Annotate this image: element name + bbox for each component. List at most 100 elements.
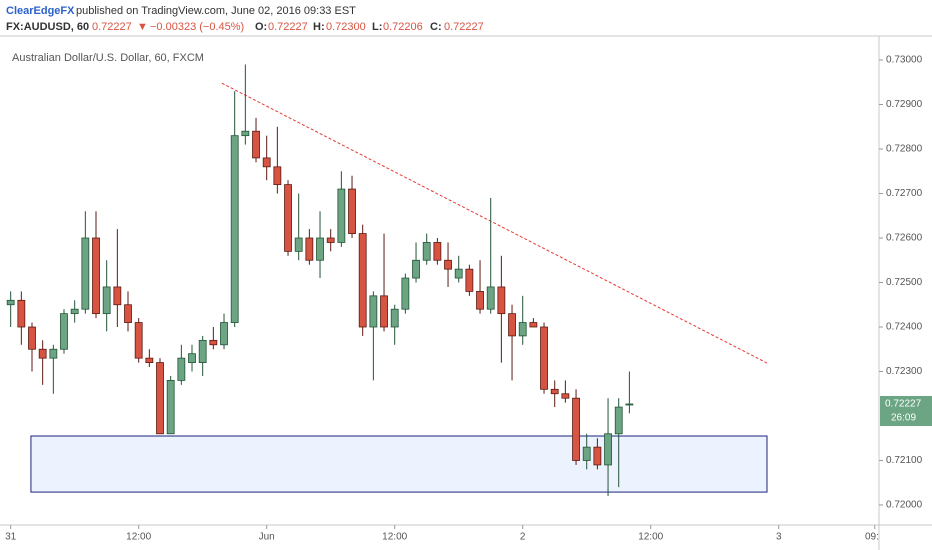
trend-line — [221, 82, 768, 364]
candle-body — [529, 322, 538, 328]
candle-body — [81, 237, 90, 310]
candle-body — [348, 188, 356, 234]
candle-body — [358, 233, 367, 328]
candle-body — [28, 326, 36, 350]
support-zone — [30, 435, 768, 493]
price: 0.72227 — [92, 21, 132, 33]
candle-body — [220, 322, 228, 346]
candle-body — [476, 291, 484, 310]
candle-body — [444, 259, 452, 270]
candle-body — [284, 184, 292, 252]
x-tick-label: 12:00 — [126, 532, 151, 543]
candle-body — [166, 379, 175, 435]
x-tick-label: 12:00 — [382, 532, 407, 543]
candle-body — [294, 237, 303, 252]
candle-body — [401, 277, 410, 310]
candle-body — [508, 313, 516, 337]
candle-body — [134, 322, 143, 359]
y-tick-label: 0.72800 — [886, 144, 923, 155]
candle-body — [198, 339, 207, 363]
candle-body — [550, 388, 559, 395]
x-tick-label: Jun — [259, 532, 275, 543]
candle-body — [390, 308, 399, 328]
x-tick-label: 09:0 — [865, 532, 885, 543]
candle-body — [412, 259, 420, 279]
byline: published on TradingView.com, June 02, 2… — [76, 5, 356, 17]
chart-title: Australian Dollar/U.S. Dollar, 60, FXCM — [12, 52, 204, 64]
x-tick-label: 3 — [776, 532, 782, 543]
candle-body — [273, 166, 282, 186]
y-tick-label: 0.72000 — [886, 500, 923, 511]
candle-body — [209, 339, 218, 346]
candle-body — [241, 130, 250, 137]
candle-body — [369, 295, 378, 328]
candle-body — [614, 406, 623, 435]
open-label: O: — [255, 21, 267, 33]
price-label: 0.72227 — [885, 399, 922, 410]
candle-body — [305, 237, 314, 261]
y-tick-label: 0.72900 — [886, 99, 923, 110]
candle-body — [433, 242, 442, 261]
candle-body — [102, 286, 111, 315]
x-tick-label: 31 — [5, 532, 17, 543]
candle-body — [625, 403, 634, 406]
symbol: FX:AUDUSD, 60 — [6, 21, 89, 33]
candle-body — [337, 188, 346, 243]
candle-body — [113, 286, 122, 306]
countdown: 26:09 — [891, 413, 916, 424]
candle-body — [49, 348, 58, 359]
y-tick-label: 0.72500 — [886, 277, 923, 288]
y-tick-label: 0.72400 — [886, 322, 923, 333]
candle-body — [454, 268, 463, 279]
candle-body — [145, 357, 154, 363]
candle-body — [60, 313, 68, 350]
y-tick-label: 0.72300 — [886, 366, 923, 377]
arrow: ▼ — [137, 21, 148, 33]
candle-body — [572, 397, 580, 461]
candle-body — [156, 362, 164, 435]
low-label: L: — [372, 21, 382, 33]
time-axis: 31 12:00 Jun 12:00 2 12:00 3 09:0 — [5, 525, 885, 543]
change: −0.00323 (−0.45%) — [150, 21, 244, 33]
candle-body — [540, 326, 548, 390]
y-tick-label: 0.72700 — [886, 188, 923, 199]
x-tick-label: 2 — [520, 532, 526, 543]
candle-body — [70, 308, 79, 315]
close-label: C: — [430, 21, 442, 33]
close: 0.72227 — [444, 21, 484, 33]
author[interactable]: ClearEdgeFX — [6, 5, 75, 17]
candle-body — [6, 299, 15, 306]
open: 0.72227 — [268, 21, 308, 33]
candle-body — [17, 299, 26, 328]
candle-body — [497, 286, 506, 315]
candle-body — [252, 130, 260, 159]
candle-body — [326, 237, 335, 243]
candle-body — [380, 295, 388, 328]
candle-body — [465, 268, 474, 292]
candle-body — [177, 357, 186, 381]
candle-body — [262, 157, 271, 168]
candle-body — [486, 286, 495, 310]
high-label: H: — [313, 21, 325, 33]
candle-body — [561, 393, 570, 399]
y-tick-label: 0.73000 — [886, 55, 923, 66]
price-box — [880, 395, 932, 426]
candle-body — [518, 322, 527, 337]
candle-body — [604, 433, 612, 466]
candle-body — [230, 135, 239, 323]
candle-body — [38, 348, 47, 359]
candle-body — [593, 446, 602, 466]
candle-body — [124, 304, 132, 323]
plot — [6, 64, 768, 497]
high: 0.72300 — [326, 21, 366, 33]
y-tick-label: 0.72600 — [886, 233, 923, 244]
candle-body — [188, 353, 196, 363]
x-tick-label: 12:00 — [638, 532, 663, 543]
candle-body — [582, 446, 591, 461]
low: 0.72206 — [383, 21, 423, 33]
y-tick-label: 0.72100 — [886, 455, 923, 466]
candle-body — [422, 242, 431, 261]
candle-body — [316, 237, 324, 261]
